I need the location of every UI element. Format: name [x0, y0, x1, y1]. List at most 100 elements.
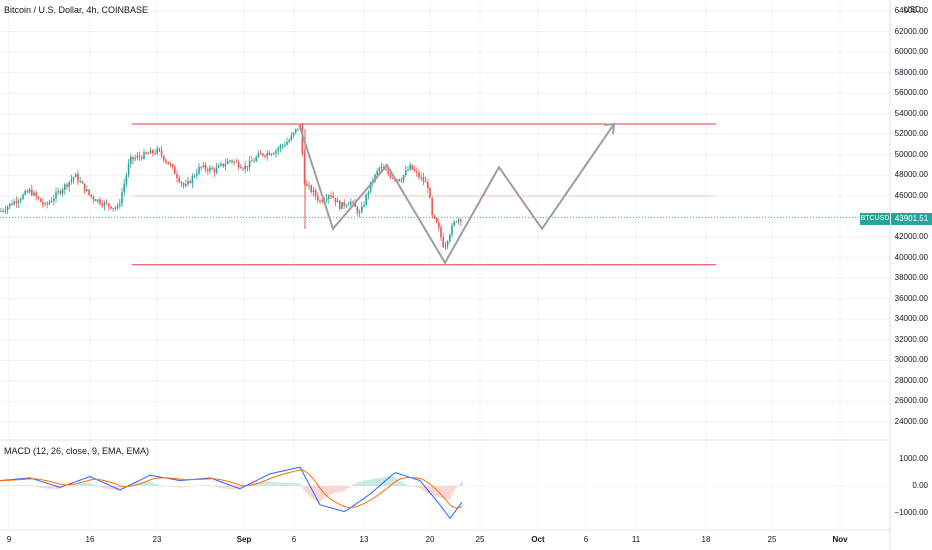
candle-body	[380, 166, 383, 168]
macd-histogram-bar	[95, 485, 97, 487]
macd-histogram-bar	[215, 486, 217, 488]
candle-body	[222, 163, 224, 167]
macd-histogram-bar	[25, 485, 27, 486]
macd-histogram-bar	[277, 482, 279, 486]
candle-body	[145, 152, 147, 154]
candle-body	[273, 153, 275, 155]
candle-body	[33, 192, 35, 196]
macd-histogram-bar	[177, 486, 179, 488]
macd-indicator-label[interactable]: MACD (12, 26, close, 9, EMA, EMA)	[4, 446, 150, 456]
price-axis-label: 28000.00	[894, 375, 928, 385]
macd-histogram-bar	[431, 486, 433, 496]
macd-histogram-bar	[325, 486, 327, 498]
macd-histogram-bar	[449, 486, 451, 500]
candle-body	[22, 194, 24, 200]
candle-body	[158, 148, 161, 151]
macd-histogram-bar	[353, 484, 355, 486]
macd-histogram-bar	[279, 482, 281, 486]
macd-histogram-bar	[369, 479, 371, 486]
macd-histogram-bar	[407, 485, 409, 486]
macd-histogram-bar	[183, 486, 185, 487]
macd-histogram-bar	[239, 486, 241, 490]
candle-body	[31, 189, 33, 196]
candle-body	[431, 198, 433, 216]
macd-histogram-bar	[335, 486, 337, 493]
candle-body	[416, 171, 418, 173]
candle-body	[182, 183, 185, 186]
macd-histogram-bar	[441, 486, 443, 499]
candle-body	[435, 218, 438, 223]
macd-histogram-bar	[395, 477, 397, 486]
time-axis-label: 9	[6, 535, 12, 544]
time-axis-label: Nov	[832, 535, 848, 544]
candle-body	[336, 200, 339, 203]
candle-body	[121, 192, 123, 204]
macd-histogram-bar	[31, 485, 33, 487]
macd-histogram-bar	[107, 486, 109, 490]
macd-histogram-bar	[91, 483, 93, 486]
macd-histogram-bar	[99, 486, 101, 488]
macd-histogram-bar	[165, 486, 167, 487]
candle-body	[268, 152, 271, 155]
macd-histogram-bar	[375, 478, 377, 486]
macd-histogram-bar	[19, 485, 21, 486]
macd-histogram-bar	[387, 477, 389, 486]
projection-arrowhead	[603, 122, 616, 135]
candle-body	[138, 155, 141, 158]
candle-body	[218, 165, 220, 168]
candle-body	[312, 190, 315, 192]
candle-body	[442, 237, 444, 248]
candle-body	[160, 150, 163, 156]
macd-histogram-bar	[175, 486, 177, 488]
macd-histogram-bar	[141, 482, 143, 486]
macd-histogram-bar	[9, 485, 11, 486]
macd-histogram-bar	[173, 486, 175, 488]
macd-histogram-bar	[329, 486, 331, 496]
candle-body	[350, 201, 352, 205]
macd-histogram-bar	[299, 483, 301, 486]
candle-body	[391, 177, 394, 179]
macd-histogram-bar	[429, 486, 431, 495]
candle-body	[352, 201, 354, 203]
candle-body	[332, 195, 334, 198]
candle-body	[187, 180, 189, 185]
symbol-title[interactable]: Bitcoin / U.S. Dollar, 4h, COINBASE	[4, 5, 149, 15]
time-axis-label: 25	[767, 535, 777, 544]
macd-histogram-bar	[267, 481, 269, 486]
candle-body	[266, 152, 268, 157]
candle-body	[37, 196, 40, 199]
macd-histogram-bar	[119, 486, 121, 491]
candle-body	[211, 167, 213, 170]
macd-histogram-bar	[459, 483, 461, 486]
candle-body	[334, 197, 337, 203]
macd-histogram-bar	[303, 486, 305, 490]
candle-body	[446, 241, 449, 246]
candle-body	[81, 181, 84, 184]
candle-body	[114, 207, 117, 209]
candle-body	[231, 160, 233, 163]
candle-body	[119, 203, 121, 206]
candle-body	[66, 184, 68, 187]
macd-histogram-bar	[7, 485, 9, 487]
candle-body	[354, 202, 356, 208]
drawing-annotations	[0, 122, 890, 266]
macd-histogram-bar	[105, 486, 107, 489]
candle-body	[83, 183, 86, 192]
candle-body	[42, 202, 44, 205]
macd-histogram-bar	[89, 482, 91, 486]
candle-body	[398, 179, 400, 182]
macd-histogram-bar	[411, 486, 413, 487]
macd-histogram-bar	[273, 481, 275, 486]
projection-path[interactable]	[298, 123, 615, 265]
macd-histogram-bar	[145, 481, 147, 486]
macd-histogram-bar	[193, 485, 195, 487]
candle-body	[314, 190, 317, 196]
candle-body	[275, 150, 277, 154]
candle-body	[55, 192, 57, 199]
macd-histogram-bar	[263, 481, 265, 486]
macd-histogram-bar	[57, 486, 59, 490]
macd-histogram-bar	[53, 486, 55, 489]
signal-line	[0, 469, 463, 509]
candle-body	[149, 150, 152, 154]
